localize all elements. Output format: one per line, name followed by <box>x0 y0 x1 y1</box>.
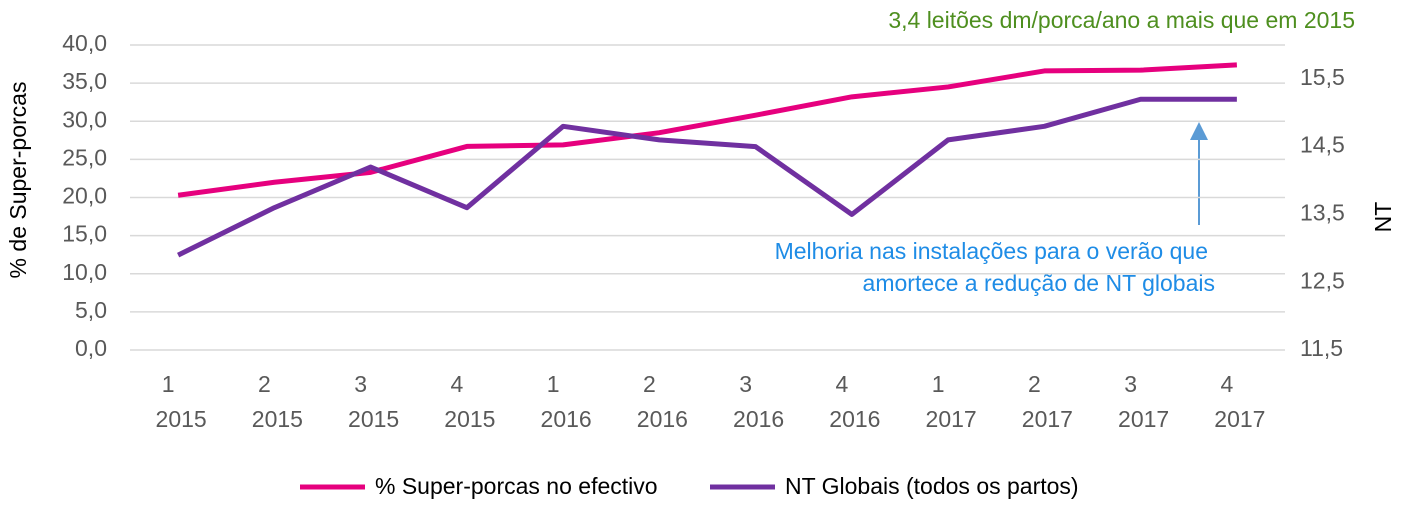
y2-tick-label: 11,5 <box>1300 335 1343 361</box>
y2-tick-label: 14,5 <box>1300 132 1345 158</box>
x-tick-label: 4 <box>835 371 848 397</box>
x-tick-label: 1 <box>162 371 175 397</box>
x-tick-label: 3 <box>739 371 752 397</box>
x-tick-label: 2015 <box>444 406 495 432</box>
x-tick-label: 4 <box>450 371 463 397</box>
legend-label: NT Globais (todos os partos) <box>785 473 1079 499</box>
y2-tick-label: 12,5 <box>1300 267 1345 293</box>
y-tick-label: 5,0 <box>75 297 107 323</box>
y-tick-label: 40,0 <box>62 30 107 56</box>
y2-tick-label: 15,5 <box>1300 64 1345 90</box>
annotation: Melhoria nas instalações para o verão qu… <box>775 238 1208 264</box>
series-line <box>177 62 1238 198</box>
x-tick-label: 2 <box>1028 371 1041 397</box>
x-tick-label: 2017 <box>1118 406 1169 432</box>
x-tick-label: 2017 <box>1022 406 1073 432</box>
annotation: 3,4 leitões dm/porca/ano a mais que em 2… <box>888 7 1355 33</box>
y-tick-label: 30,0 <box>62 106 107 132</box>
y-tick-label: 10,0 <box>62 259 107 285</box>
x-tick-label: 2016 <box>829 406 880 432</box>
series-line <box>177 96 1237 258</box>
x-tick-label: 2015 <box>252 406 303 432</box>
y-axis-title: % de Super-porcas <box>5 82 31 279</box>
x-tick-label: 1 <box>547 371 560 397</box>
x-tick-label: 1 <box>932 371 945 397</box>
arrow-head <box>1190 122 1208 140</box>
y-tick-label: 0,0 <box>75 335 107 361</box>
x-tick-label: 4 <box>1220 371 1233 397</box>
x-tick-label: 2 <box>258 371 271 397</box>
y2-axis-title: NT <box>1370 202 1396 233</box>
x-tick-label: 2017 <box>926 406 977 432</box>
x-tick-label: 2017 <box>1214 406 1265 432</box>
x-tick-label: 2016 <box>541 406 592 432</box>
y-tick-label: 15,0 <box>62 221 107 247</box>
x-tick-label: 3 <box>1124 371 1137 397</box>
y-tick-label: 35,0 <box>62 68 107 94</box>
x-tick-label: 2015 <box>348 406 399 432</box>
x-tick-label: 2 <box>643 371 656 397</box>
y2-tick-label: 13,5 <box>1300 200 1345 226</box>
x-tick-label: 2016 <box>637 406 688 432</box>
x-tick-label: 2015 <box>156 406 207 432</box>
x-tick-label: 2016 <box>733 406 784 432</box>
x-tick-label: 3 <box>354 371 367 397</box>
legend-label: % Super-porcas no efectivo <box>375 473 658 499</box>
y-tick-label: 25,0 <box>62 144 107 170</box>
y-tick-label: 20,0 <box>62 183 107 209</box>
